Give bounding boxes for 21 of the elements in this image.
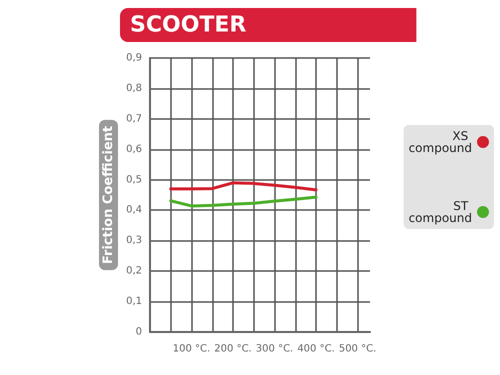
legend-label: XS compound bbox=[408, 129, 472, 155]
y-tick-label: 0,5 bbox=[126, 174, 142, 186]
legend-label: ST compound bbox=[408, 199, 472, 225]
y-tick-label: 0,9 bbox=[126, 52, 142, 64]
x-tick-label: 200 °C. bbox=[214, 344, 252, 354]
y-tick-label: 0,3 bbox=[126, 235, 142, 246]
x-tick-label: 400 °C. bbox=[297, 344, 335, 354]
chart-title: SCOOTER bbox=[130, 12, 246, 38]
x-tick-label: 500 °C. bbox=[338, 344, 376, 354]
y-tick-label: 0,2 bbox=[126, 266, 142, 277]
y-tick-label: 0,4 bbox=[126, 204, 142, 216]
y-tick-label: 0,1 bbox=[126, 296, 142, 308]
y-tick-label: 0 bbox=[136, 326, 142, 338]
y-tick-label: 0,6 bbox=[126, 144, 142, 155]
y-tick-label: 0,7 bbox=[126, 113, 142, 124]
line-series bbox=[169, 196, 318, 208]
line-series bbox=[169, 181, 318, 192]
x-tick-label: 300 °C. bbox=[256, 344, 294, 354]
y-axis-title: Friction Coefficient bbox=[101, 126, 116, 264]
x-tick-label: 100 °C. bbox=[172, 344, 210, 354]
y-tick-label: 0,8 bbox=[126, 82, 142, 94]
